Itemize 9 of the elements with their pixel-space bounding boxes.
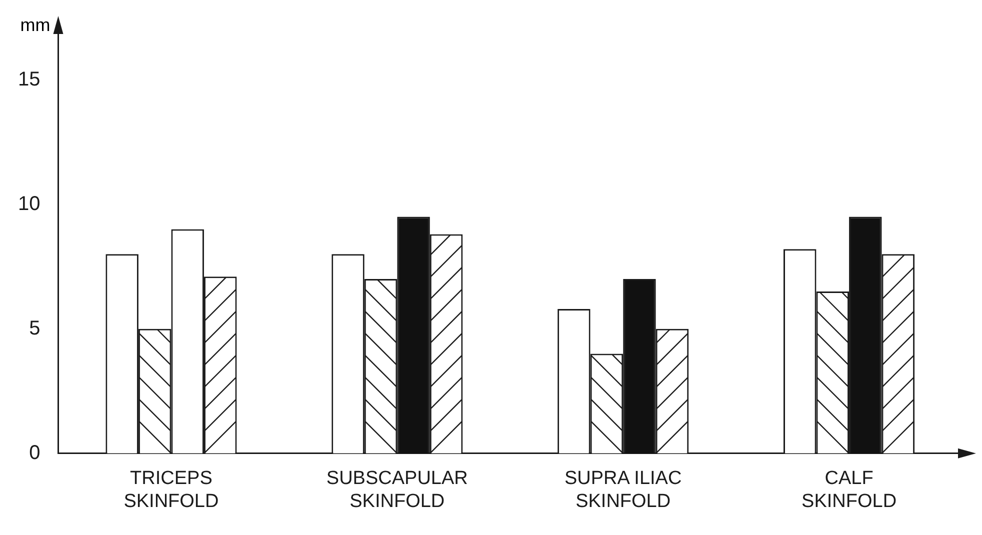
y-axis-title: mm xyxy=(20,14,50,35)
x-tick-label: SUBSCAPULAR SKINFOLD xyxy=(326,468,468,512)
x-tick-label: SUPRA ILIAC SKINFOLD xyxy=(564,468,682,512)
y-tick-label: 0 xyxy=(29,442,40,464)
x-tick-label: TRICEPS SKINFOLD xyxy=(124,468,219,512)
y-tick-label: 15 xyxy=(18,68,40,90)
y-tick-label: 10 xyxy=(18,192,40,215)
x-tick-label: CALF SKINFOLD xyxy=(802,468,897,512)
y-tick-label: 5 xyxy=(29,317,40,340)
